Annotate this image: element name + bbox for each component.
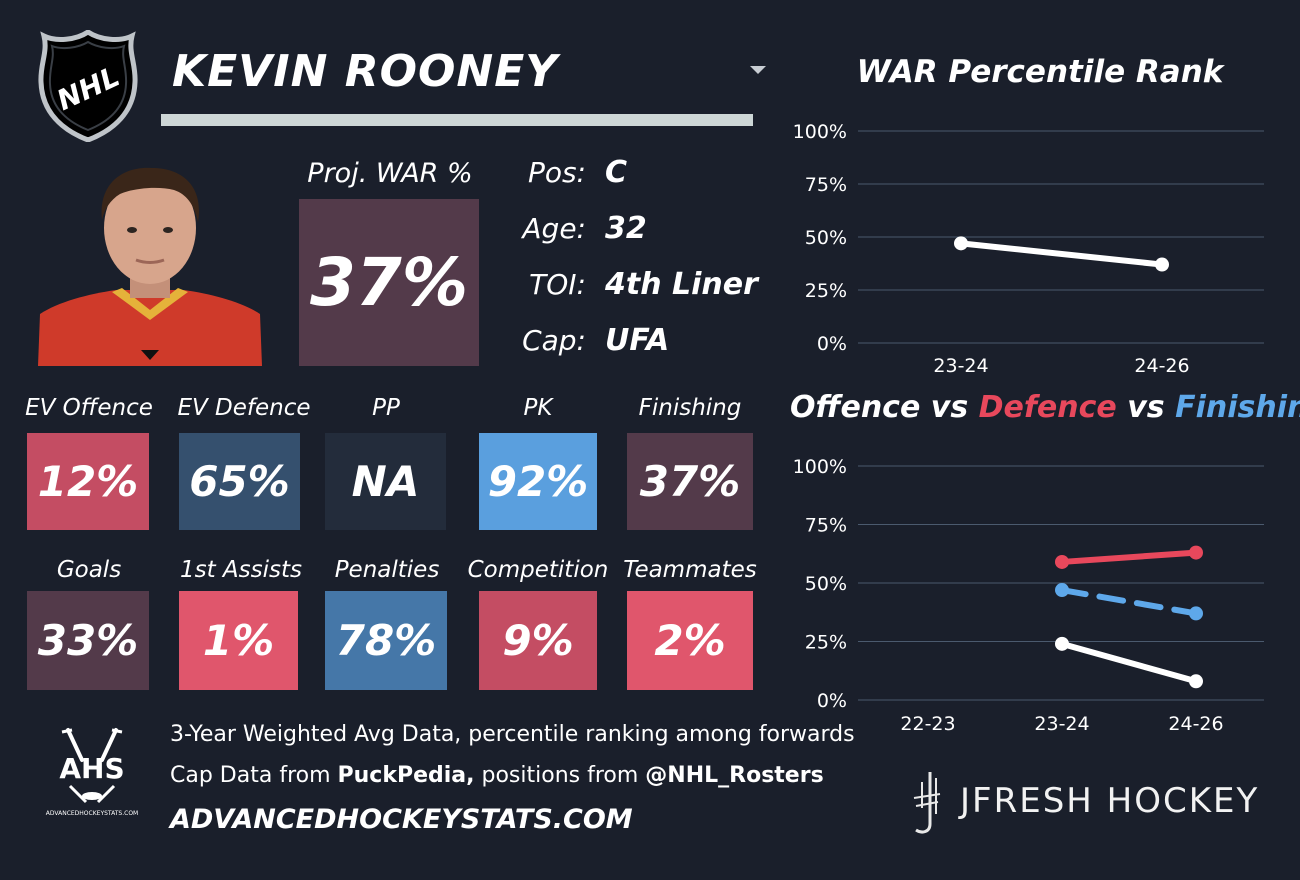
ahs-logo-subtext: ADVANCEDHOCKEYSTATS.COM <box>46 810 138 817</box>
stat-box-teammates: 2% <box>627 591 753 690</box>
stat-label-pp: PP <box>372 395 400 421</box>
y-tick-label: 0% <box>817 690 847 712</box>
info-value-age: 32 <box>605 211 647 246</box>
ahs-logo-text: AHS <box>59 752 124 785</box>
y-tick-label: 100% <box>793 121 847 143</box>
proj-war-value: 37% <box>299 199 479 366</box>
stat-label-goals: Goals <box>56 557 122 583</box>
chart-title-components: Offence vs Defence vs Finishing <box>790 388 1300 428</box>
footer-source-nhl-rosters: @NHL_Rosters <box>645 763 824 788</box>
war-percentile-chart: 0% 25% 50% 75% 100% 23-24 24-26 <box>793 121 1264 377</box>
proj-war-label: Proj. WAR % <box>307 158 473 189</box>
stat-box-finishing: 37% <box>627 433 753 530</box>
y-tick-label: 75% <box>805 515 847 537</box>
player-select-chevron-down-icon[interactable] <box>750 66 766 74</box>
x-tick-label: 23-24 <box>1034 713 1089 735</box>
stat-label-ev-defence: EV Defence <box>177 395 311 421</box>
stat-box-pk: 92% <box>479 433 597 530</box>
stat-label-ev-offence: EV Offence <box>25 395 153 421</box>
stat-box-ev-offence: 12% <box>27 433 149 530</box>
info-key-pos: Pos: <box>527 156 586 189</box>
title-defence: Defence <box>978 390 1117 425</box>
stat-box-penalties: 78% <box>325 591 447 690</box>
stat-box-goals: 33% <box>27 591 149 690</box>
x-tick-label: 24-26 <box>1134 355 1189 377</box>
components-chart: 0% 25% 50% 75% 100% 22-23 23-24 24-26 <box>793 456 1264 735</box>
info-key-toi: TOI: <box>529 268 586 301</box>
x-tick-label: 22-23 <box>900 713 955 735</box>
x-tick-label: 24-26 <box>1168 713 1223 735</box>
stat-box-1st-assists: 1% <box>179 591 298 690</box>
stat-label-pk: PK <box>523 395 553 421</box>
stat-label-competition: Competition <box>467 557 609 583</box>
y-tick-label: 25% <box>805 632 847 654</box>
series-line <box>1059 640 1199 685</box>
info-value-cap: UFA <box>605 323 670 358</box>
data-point <box>954 236 968 251</box>
info-key-age: Age: <box>522 212 586 245</box>
footer-website: ADVANCEDHOCKEYSTATS.COM <box>170 804 633 835</box>
title-offence: Offence <box>790 390 921 425</box>
footer-source-puckpedia: PuckPedia, <box>337 763 475 788</box>
footer-source-mid: positions from <box>474 763 646 788</box>
data-point <box>1189 606 1203 621</box>
ahs-logo: AHS ADVANCEDHOCKEYSTATS.COM <box>46 728 138 817</box>
player-headshot <box>38 164 262 366</box>
stat-box-pp: NA <box>325 433 446 530</box>
y-tick-label: 100% <box>793 456 847 478</box>
stat-label-penalties: Penalties <box>334 557 440 583</box>
chart-title-war: WAR Percentile Rank <box>856 54 1224 90</box>
info-key-cap: Cap: <box>522 324 586 357</box>
player-name: KEVIN ROONEY <box>172 46 559 97</box>
series-line <box>1059 587 1199 617</box>
y-tick-label: 75% <box>805 174 847 196</box>
footer-data-note: 3-Year Weighted Avg Data, percentile ran… <box>170 722 855 747</box>
x-tick-label: 23-24 <box>933 355 988 377</box>
y-tick-label: 0% <box>817 333 847 355</box>
stat-label-1st-assists: 1st Assists <box>179 557 303 583</box>
nhl-logo: NHL <box>38 30 138 142</box>
footer-source-pre: Cap Data from <box>170 763 338 788</box>
title-finishing: Finishing <box>1175 390 1300 425</box>
jfresh-logo-icon <box>913 772 941 834</box>
data-point <box>1189 545 1203 560</box>
stat-label-finishing: Finishing <box>638 395 742 421</box>
stat-box-ev-defence: 65% <box>179 433 300 530</box>
data-point <box>1155 257 1169 272</box>
data-point <box>1055 583 1069 598</box>
stat-box-competition: 9% <box>479 591 597 690</box>
series-line <box>1059 549 1199 565</box>
y-tick-label: 50% <box>805 573 847 595</box>
title-vs-2: vs <box>1116 390 1176 425</box>
jfresh-hockey-brand: JFRESH HOCKEY <box>960 781 1260 821</box>
stat-label-teammates: Teammates <box>623 557 757 583</box>
data-point <box>1189 674 1203 689</box>
data-point <box>1055 636 1069 651</box>
data-point <box>1055 554 1069 569</box>
series-line <box>958 240 1165 268</box>
footer-source-note: Cap Data from PuckPedia, positions from … <box>170 761 824 791</box>
y-tick-label: 50% <box>805 227 847 249</box>
info-value-toi: 4th Liner <box>605 267 758 302</box>
info-value-pos: C <box>605 155 628 190</box>
title-vs-1: vs <box>920 390 979 425</box>
y-tick-label: 25% <box>805 280 847 302</box>
name-underline <box>161 114 753 126</box>
